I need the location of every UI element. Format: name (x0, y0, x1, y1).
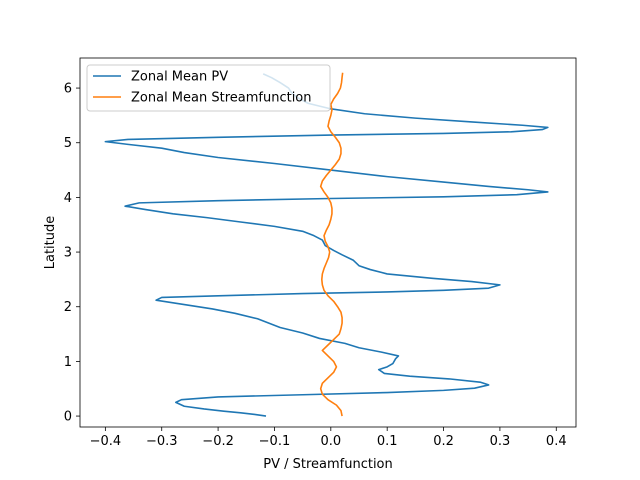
legend-label-0: Zonal Mean PV (131, 70, 228, 85)
y-tick-label: 0 (64, 410, 72, 425)
legend-label-1: Zonal Mean Streamfunction (131, 91, 312, 106)
y-tick-label: 3 (64, 246, 72, 261)
x-tick-label: 0.2 (433, 434, 454, 449)
legend-box (86, 64, 331, 112)
y-axis-label: Latitude (43, 216, 58, 270)
y-axis: 0 1 2 3 4 5 6 (64, 82, 80, 425)
x-tick-label: −0.4 (90, 434, 122, 449)
x-tick-label: −0.1 (259, 434, 291, 449)
x-axis: −0.4 −0.3 −0.2 −0.1 0.0 0.1 0.2 0.3 0.4 (90, 427, 567, 449)
x-axis-label: PV / Streamfunction (263, 457, 393, 472)
x-tick-label: −0.2 (202, 434, 234, 449)
axes-frame (79, 57, 577, 428)
series-line-1 (319, 72, 344, 417)
y-tick-label: 5 (64, 136, 72, 151)
y-tick-label: 4 (64, 191, 72, 206)
y-tick-label: 6 (64, 82, 72, 97)
x-tick-label: 0.3 (490, 434, 511, 449)
legend: Zonal Mean PV Zonal Mean Streamfunction (86, 64, 331, 112)
x-tick-label: 0.4 (546, 434, 567, 449)
plot-lines (104, 72, 549, 417)
series-line-0 (104, 73, 549, 417)
x-tick-label: −0.3 (146, 434, 178, 449)
y-tick-label: 1 (64, 355, 72, 370)
y-tick-label: 2 (64, 300, 72, 315)
x-tick-label: 0.1 (377, 434, 398, 449)
x-tick-label: 0.0 (320, 434, 341, 449)
